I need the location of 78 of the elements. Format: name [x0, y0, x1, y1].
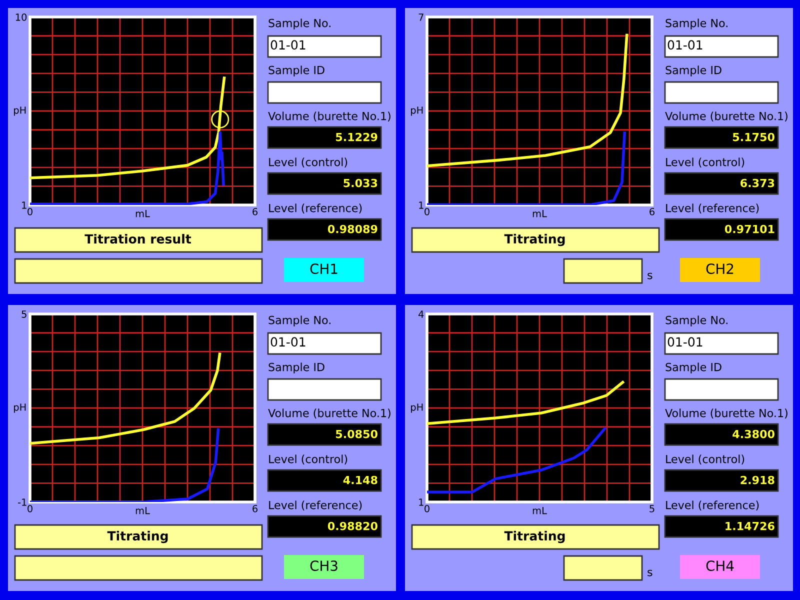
y-tick-label: 10 [16, 13, 27, 21]
text: Sample No. [666, 18, 728, 30]
text: Level (reference) [269, 204, 362, 214]
text: 2.918 [740, 476, 774, 484]
text: 5.033 [344, 178, 378, 188]
x-tick-label: 6 [252, 208, 258, 216]
text: 0.97101 [724, 224, 774, 234]
text: Sample No. [666, 316, 728, 326]
text: Sample ID [268, 66, 324, 76]
text: s [648, 570, 652, 576]
text: Volume (burette No.1) [665, 408, 788, 419]
line-series [30, 131, 225, 205]
text: 01-01 [668, 40, 702, 50]
text: Titrating [504, 530, 565, 544]
text: 4.3800 [732, 430, 774, 438]
line-series [427, 427, 606, 494]
x-tick-label: 0 [28, 504, 32, 512]
x-tick-label: 0 [424, 208, 430, 216]
y-axis-title: pH [411, 404, 423, 413]
y-tick-label: 1 [419, 202, 424, 209]
y-axis-title: pH [14, 106, 26, 116]
text: 01-01 [270, 40, 306, 50]
y-axis-title: pH [411, 106, 423, 116]
x-axis-title: mL [136, 507, 150, 514]
text: Titrating [107, 530, 168, 544]
y-tick-label: 4 [418, 310, 424, 318]
text: 4.148 [343, 476, 378, 484]
text: Titrating [504, 234, 565, 246]
text: 5.1229 [336, 132, 378, 142]
y-axis-title: pH [14, 404, 26, 413]
text: Sample ID [268, 362, 324, 374]
x-axis-title: mL [136, 210, 150, 218]
y-tick-label: 5 [22, 310, 26, 318]
text: Level (control) [269, 158, 348, 168]
text: Sample No. [268, 316, 330, 326]
text: Sample ID [666, 362, 722, 374]
text: Level (reference) [666, 500, 759, 511]
text: 5.1750 [732, 132, 774, 142]
text: Sample No. [268, 18, 330, 30]
line-series [427, 34, 628, 168]
y-tick-label: -1 [18, 498, 26, 506]
x-tick-label: 5 [650, 505, 654, 512]
x-tick-label: 6 [252, 504, 258, 512]
y-tick-label: 7 [418, 14, 424, 21]
text: Volume (burette No.1) [665, 112, 788, 122]
text: 0.98089 [328, 224, 378, 234]
text: 01-01 [668, 337, 702, 347]
x-axis-title: mL [532, 210, 547, 218]
text: Level (control) [666, 454, 744, 465]
text: CH2 [706, 264, 734, 274]
x-axis-title: mL [532, 507, 547, 514]
line-series [427, 380, 624, 426]
x-tick-label: 6 [650, 208, 654, 216]
text: s [648, 272, 652, 280]
text: 1.14726 [726, 522, 774, 530]
text: CH3 [310, 560, 338, 572]
text: Level (control) [666, 158, 744, 168]
line-series [30, 428, 220, 502]
line-series [427, 132, 626, 205]
text: CH4 [706, 560, 734, 572]
text: CH1 [310, 264, 338, 274]
text: 01-01 [270, 337, 306, 347]
text: Titration result [84, 234, 192, 244]
line-series [30, 352, 222, 445]
x-tick-label: 0 [424, 504, 430, 512]
y-tick-label: 1 [419, 498, 424, 506]
x-tick-label: 0 [28, 208, 32, 216]
text: Level (control) [269, 454, 348, 465]
text: Volume (burette No.1) [268, 408, 390, 419]
line-series [30, 76, 226, 180]
text: 0.98820 [328, 522, 378, 530]
text: 6.373 [740, 178, 774, 188]
text: 5.0850 [336, 430, 378, 438]
text: Level (reference) [269, 500, 362, 511]
text: Level (reference) [666, 204, 759, 214]
text: Sample ID [666, 66, 722, 76]
text: Volume (burette No.1) [268, 112, 390, 122]
y-tick-label: 1 [22, 202, 26, 209]
